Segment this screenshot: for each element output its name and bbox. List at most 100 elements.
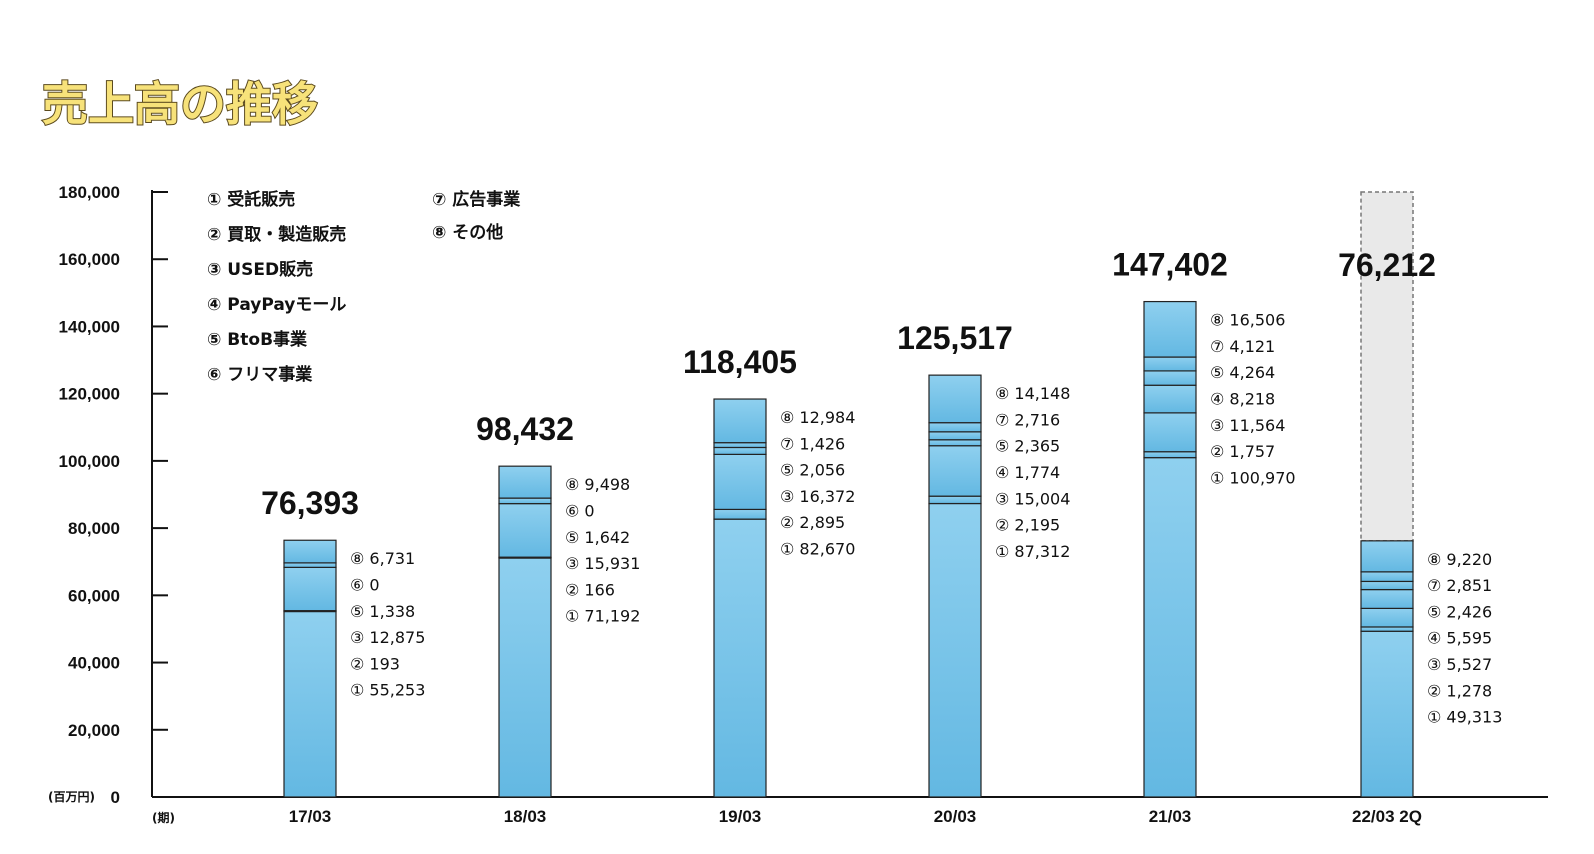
bar-segment [928,439,982,447]
bar-segment [928,495,982,505]
bar-segment [1143,384,1197,414]
segment-value-label: ② 193 [350,654,400,673]
bar-total-label: 98,432 [476,411,574,447]
segment-value-label: ⑤ 1,642 [565,528,630,547]
segment-value-label: ⑧ 9,220 [1427,550,1492,569]
x-axis-label: (期) [152,810,175,825]
legend-item: ④ PayPayモール [207,295,346,315]
y-tick-label: 100,000 [59,452,120,471]
bar-segment [498,497,552,505]
bar-segment [713,398,767,444]
bar-segment [713,518,767,798]
segment-value-label: ⑧ 12,984 [780,408,855,427]
y-tick-label: 80,000 [68,519,120,538]
segment-value-label: ① 100,970 [1210,468,1296,487]
segment-value-label: ③ 5,527 [1427,655,1492,674]
segment-value-label: ② 1,757 [1210,442,1275,461]
segment-value-label: ⑧ 6,731 [350,549,415,568]
segment-value-label: ⑦ 1,426 [780,434,845,453]
bar-segment [1143,370,1197,386]
segment-value-label: ⑥ 0 [565,501,595,520]
segment-value-label: ③ 12,875 [350,628,425,647]
bar-segment [283,566,337,612]
y-tick-label: 60,000 [68,586,120,605]
segment-value-label: ⑤ 2,426 [1427,602,1492,621]
segment-value-label: ⑤ 1,338 [350,602,415,621]
segment-value-label: ④ 5,595 [1427,629,1492,648]
bar-segment [1143,412,1197,453]
y-tick-label: 180,000 [59,183,120,202]
forecast-bar [1360,191,1414,542]
segment-value-label: ⑦ 2,716 [995,410,1060,429]
x-tick-label: 19/03 [719,807,762,826]
bar-total-label: 76,212 [1338,247,1436,283]
segment-value-label: ⑤ 4,264 [1210,363,1275,382]
segment-value-label: ③ 11,564 [1210,416,1285,435]
x-tick-label: 21/03 [1149,807,1192,826]
segment-value-label: ⑦ 4,121 [1210,337,1275,356]
bar-total-label: 76,393 [261,485,359,521]
legend-item: ⑥ フリマ事業 [207,364,312,385]
bar-segment [1360,630,1414,798]
bar-segment [498,503,552,558]
segment-value-label: ⑧ 16,506 [1210,311,1285,330]
segment-value-label: ③ 15,004 [995,489,1070,508]
legend-item: ⑤ BtoB事業 [207,329,307,350]
bar-segment [713,453,767,511]
segment-value-label: ① 82,670 [780,540,855,559]
segment-value-label: ③ 15,931 [565,554,640,573]
y-tick-label: 0 [111,788,120,807]
y-tick-label: 140,000 [59,317,120,336]
y-tick-label: 40,000 [68,654,120,673]
segment-value-label: ⑥ 0 [350,576,380,595]
bar-segment [1360,580,1414,591]
segment-value-label: ⑧ 9,498 [565,475,630,494]
bar-segment [928,445,982,497]
y-tick-label: 120,000 [59,385,120,404]
segment-value-label: ③ 16,372 [780,487,855,506]
segment-value-label: ④ 8,218 [1210,389,1275,408]
bar-segment [283,610,337,798]
segment-value-label: ⑤ 2,365 [995,437,1060,456]
segment-value-label: ② 166 [565,580,615,599]
bar-segment [1360,607,1414,628]
segment-value-label: ② 2,895 [780,513,845,532]
bar-segment [1143,300,1197,358]
y-unit-label: (百万円) [48,790,95,804]
bar-segment [713,508,767,520]
segment-value-label: ⑦ 2,851 [1427,576,1492,595]
segment-value-label: ④ 1,774 [995,463,1060,482]
segment-value-label: ② 1,278 [1427,681,1492,700]
bar-total-label: 118,405 [683,344,797,380]
x-tick-label: 20/03 [934,807,977,826]
y-tick-label: 20,000 [68,721,120,740]
bar-segment [1143,457,1197,798]
bar-segment [1143,451,1197,459]
legend-item: ⑧ その他 [432,222,503,243]
bar-total-label: 147,402 [1112,247,1228,283]
bar-segment [928,431,982,441]
y-tick-label: 160,000 [59,250,120,269]
x-tick-label: 22/03 2Q [1352,807,1422,826]
bar-segment [928,502,982,798]
x-tick-label: 18/03 [504,807,547,826]
chart-title: 売上高の推移 [42,77,318,131]
legend-item: ⑦ 広告事業 [432,189,520,210]
legend-item: ② 買取・製造販売 [207,224,346,245]
x-tick-label: 17/03 [289,807,332,826]
bar-segment [928,422,982,433]
segment-value-label: ⑤ 2,056 [780,461,845,480]
legend-item: ① 受託販売 [207,189,295,210]
bar-segment [1360,626,1414,632]
bar-segment [713,442,767,449]
segment-value-label: ① 49,313 [1427,708,1502,727]
bar-segment [498,465,552,499]
segment-value-label: ① 55,253 [350,681,425,700]
segment-value-label: ① 87,312 [995,542,1070,561]
bar-segment [928,374,982,424]
segment-value-label: ⑧ 14,148 [995,384,1070,403]
bar-total-label: 125,517 [897,320,1013,356]
bar-segment [498,557,552,798]
